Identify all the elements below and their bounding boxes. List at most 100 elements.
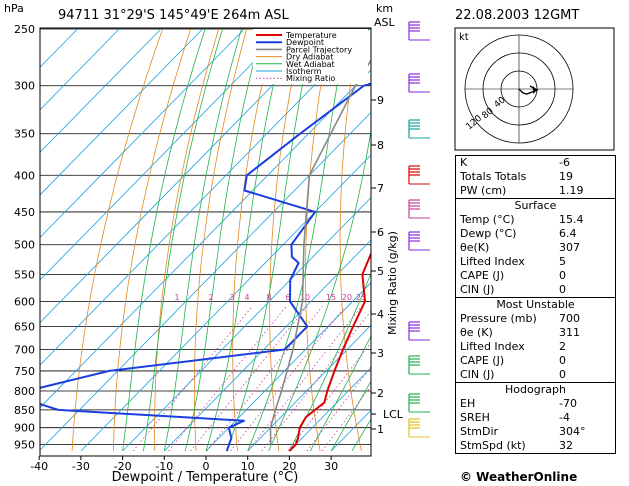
pressure-tick-label: 800 — [14, 385, 35, 398]
mixing-ratio-line — [132, 306, 253, 452]
height-tick-label: 7 — [377, 182, 384, 195]
wet-adiabat-line — [163, 28, 242, 452]
wet-adiabat-line — [247, 28, 348, 452]
mixing-ratio-axis-label: Mixing Ratio (g/kg) — [386, 231, 399, 335]
mixing-ratio-tick-label: 15 — [326, 293, 336, 302]
height-tick-label: 8 — [377, 139, 384, 152]
pressure-tick-label: 950 — [14, 439, 35, 452]
mixing-ratio-line — [321, 385, 371, 452]
hodo-row-value: 304° — [559, 425, 586, 438]
lcl-label: LCL — [383, 408, 404, 421]
hodo-row-label: StmDir — [460, 425, 499, 438]
isotherm-line — [122, 196, 371, 452]
legend-label: Temperature — [285, 31, 337, 40]
height-tick-label: 3 — [377, 347, 384, 360]
legend-label: Dry Adiabat — [286, 53, 333, 62]
parcel-trajectory-line — [269, 58, 371, 445]
height-tick-label: 6 — [377, 226, 384, 239]
hodo-row-value: 32 — [559, 439, 573, 452]
unstable-title: Most Unstable — [496, 298, 575, 311]
hodo-row-label: StmSpd (kt) — [460, 439, 526, 452]
wet-adiabat-line — [205, 28, 287, 452]
hodograph-stats-title: Hodograph — [505, 383, 566, 396]
x-tick-label: 20 — [282, 460, 296, 473]
unstable-row-value: 2 — [559, 340, 566, 353]
date-title: 22.08.2003 12GMT — [455, 8, 579, 23]
legend-label: Isotherm — [286, 67, 322, 76]
surface-title: Surface — [514, 199, 557, 212]
surface-row-label: Temp (°C) — [460, 213, 515, 226]
hodograph-storm-marker — [533, 86, 537, 94]
mixing-ratio-tick-label: 3 — [229, 293, 234, 302]
wet-adiabat-line — [122, 28, 206, 452]
unstable-row-value: 0 — [559, 354, 566, 367]
pressure-tick-label: 600 — [14, 295, 35, 308]
height-tick-label: 4 — [377, 308, 384, 321]
unstable-row-label: Lifted Index — [460, 340, 525, 353]
k-value: -6 — [559, 156, 570, 169]
pressure-tick-label: 850 — [14, 404, 35, 417]
mixing-ratio-tick-label: 6 — [285, 293, 290, 302]
wet-adiabat-line — [268, 128, 371, 452]
k-label: K — [460, 156, 468, 169]
legend-label: Mixing Ratio — [286, 74, 335, 83]
unstable-row-value: 0 — [559, 368, 566, 381]
hodograph: kt 40 80 120 — [454, 27, 615, 151]
dry-adiabat-line — [154, 28, 220, 452]
hodo-row-value: -4 — [559, 411, 570, 424]
dry-adiabat-line — [269, 28, 304, 452]
pw-value: 1.19 — [559, 184, 584, 197]
mixing-ratio-line — [247, 306, 362, 452]
dry-adiabat-line — [113, 28, 191, 452]
dry-adiabat-line — [232, 28, 276, 452]
unstable-row-label: CIN (J) — [460, 368, 495, 381]
pressure-tick-label: 350 — [14, 128, 35, 141]
x-tick-label: -10 — [155, 460, 173, 473]
pressure-tick-label: 300 — [14, 80, 35, 93]
mixing-ratio-line — [168, 306, 287, 452]
mixing-ratio-tick-label: 10 — [300, 293, 310, 302]
pressure-tick-label: 650 — [14, 320, 35, 333]
isotherm-line — [40, 28, 203, 196]
surface-row-label: CIN (J) — [460, 283, 495, 296]
surface-row-value: 6.4 — [559, 227, 577, 240]
wet-adiabat-line — [226, 28, 315, 452]
isotherm-line — [40, 28, 287, 281]
indices-panel: K -6 Totals Totals 19 PW (cm) 1.19 Surface … — [455, 155, 616, 454]
unstable-row-label: Pressure (mb) — [460, 312, 537, 325]
pressure-tick-label: 750 — [14, 365, 35, 378]
unstable-row-value: 700 — [559, 312, 580, 325]
plot-area — [40, 28, 371, 456]
wet-adiabat-line — [309, 335, 371, 452]
surface-row-label: CAPE (J) — [460, 269, 505, 282]
hodo-row-value: -70 — [559, 397, 577, 410]
x-tick-label: -20 — [114, 460, 132, 473]
legend-label: Dewpoint — [286, 38, 324, 47]
wet-adiabat-line — [184, 28, 263, 452]
mixing-ratio-line — [287, 342, 371, 452]
mixing-ratio-line — [190, 306, 308, 452]
height-tick-label: 9 — [377, 94, 384, 107]
dewpoint-line — [40, 82, 371, 452]
mixing-ratio-line — [261, 310, 371, 452]
unstable-row-value: 311 — [559, 326, 580, 339]
mixing-ratio-tick-label: 1 — [174, 293, 179, 302]
x-axis-label: Dewpoint / Temperature (°C) — [112, 470, 299, 485]
surface-row-label: Lifted Index — [460, 255, 525, 268]
mixing-ratio-line — [230, 306, 346, 452]
mixing-ratio-tick-label: 20 — [342, 293, 352, 302]
surface-row-label: Dewp (°C) — [460, 227, 517, 240]
isotherm-line — [40, 111, 371, 451]
mixing-ratio-tick-label: 25 — [356, 293, 366, 302]
pressure-tick-label: 250 — [14, 23, 35, 36]
surface-row-value: 307 — [559, 241, 580, 254]
isotherm-line — [40, 28, 162, 153]
hodo-row-label: SREH — [460, 411, 490, 424]
surface-row-value: 15.4 — [559, 213, 584, 226]
legend-label: Parcel Trajectory — [286, 45, 352, 54]
surface-row-label: θe(K) — [460, 241, 490, 254]
surface-row-value: 5 — [559, 255, 566, 268]
wet-adiabat-line — [143, 28, 223, 452]
